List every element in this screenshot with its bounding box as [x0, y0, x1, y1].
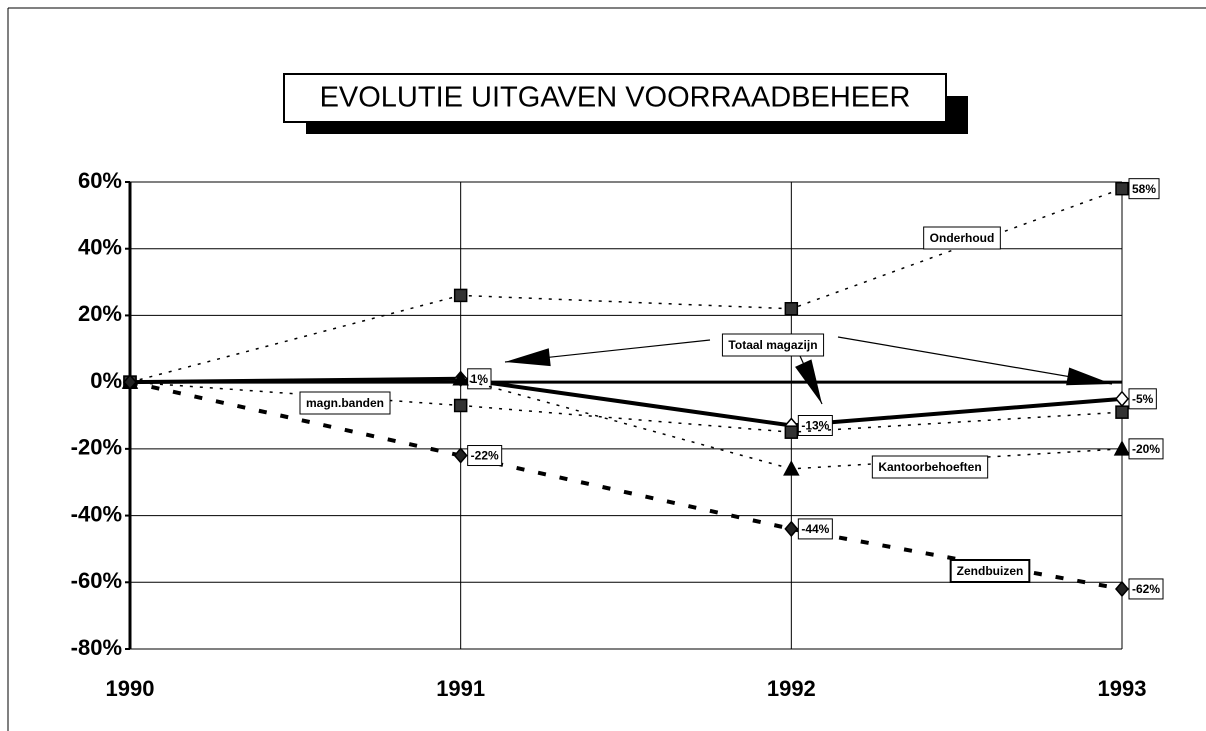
x-tick-label: 1993 [1098, 676, 1147, 701]
value-label: 1% [467, 368, 492, 390]
value-label-box [1128, 438, 1164, 460]
series-name: magn.banden [299, 391, 391, 415]
series-name-text: Totaal magazijn [728, 338, 817, 352]
series-name: Onderhoud [923, 226, 1001, 250]
series-name-box [721, 333, 825, 357]
series-line [129, 378, 1123, 470]
series-name-text: Kantoorbehoeften [878, 460, 981, 474]
arrow-head [505, 348, 551, 367]
series-name: Zendbuizen [949, 559, 1031, 583]
x-tick-label: 1990 [106, 676, 155, 701]
value-label: -62% [1128, 578, 1164, 600]
series-name-text: magn.banden [306, 396, 384, 410]
y-tick-label: 20% [78, 301, 122, 326]
marker [123, 373, 137, 391]
value-label-box [467, 445, 503, 467]
series-name-box [299, 391, 391, 415]
y-tick-label: -20% [71, 435, 122, 460]
arrow [837, 336, 1113, 385]
marker [1115, 390, 1129, 407]
marker [1115, 181, 1129, 196]
value-label-box [467, 368, 492, 390]
value-label-text: 58% [1132, 182, 1156, 196]
value-label-text: -13% [801, 419, 829, 433]
value-label-text: -62% [1132, 582, 1160, 596]
series-name: Totaal magazijn [721, 333, 825, 357]
series-line [129, 380, 1123, 591]
marker [453, 447, 468, 464]
series-name-box [871, 455, 989, 479]
title-box [283, 73, 947, 123]
x-tick-label: 1991 [436, 676, 485, 701]
value-label: 58% [1128, 178, 1160, 200]
series-line [129, 381, 1123, 433]
marker [453, 398, 468, 413]
marker [453, 288, 468, 303]
value-label: -20% [1128, 438, 1164, 460]
marker [1115, 580, 1129, 598]
arrow-head [1066, 367, 1112, 386]
y-tick-label: 60% [78, 168, 122, 193]
value-label-box [797, 518, 833, 540]
marker [784, 302, 799, 316]
chart-title: EVOLUTIE UITGAVEN VOORRAADBEHEER [320, 82, 911, 114]
marker [783, 460, 800, 476]
y-tick-label: -40% [71, 501, 122, 526]
y-tick-label: 40% [78, 235, 122, 260]
value-label-text: -22% [471, 449, 499, 463]
value-label: -5% [1128, 388, 1157, 410]
value-label-box [1128, 388, 1157, 410]
value-label: -44% [797, 518, 833, 540]
value-label-text: -5% [1132, 392, 1154, 406]
marker [1113, 440, 1131, 456]
marker [452, 370, 469, 386]
value-label-box [1128, 578, 1164, 600]
series-name: Kantoorbehoeften [871, 455, 989, 479]
series-line [129, 376, 1123, 428]
value-label: -13% [797, 415, 833, 437]
marker [784, 520, 799, 538]
series-name-text: Onderhoud [930, 231, 995, 245]
series-name-box [949, 559, 1031, 583]
series-line [129, 187, 1123, 383]
marker [784, 425, 799, 439]
value-label-text: -44% [801, 522, 829, 536]
value-label-box [797, 415, 833, 437]
y-tick-label: 0% [90, 368, 122, 393]
arrow-head [795, 359, 822, 404]
value-label-text: 1% [471, 372, 489, 386]
value-label: -22% [467, 445, 503, 467]
series-name-text: Zendbuizen [957, 564, 1024, 578]
y-tick-label: -80% [71, 635, 122, 660]
marker [1115, 405, 1129, 419]
value-label-text: -20% [1132, 442, 1160, 456]
y-tick-label: -60% [71, 568, 122, 593]
value-label-box [1128, 178, 1160, 200]
series-name-box [923, 226, 1001, 250]
x-tick-label: 1992 [767, 676, 816, 701]
